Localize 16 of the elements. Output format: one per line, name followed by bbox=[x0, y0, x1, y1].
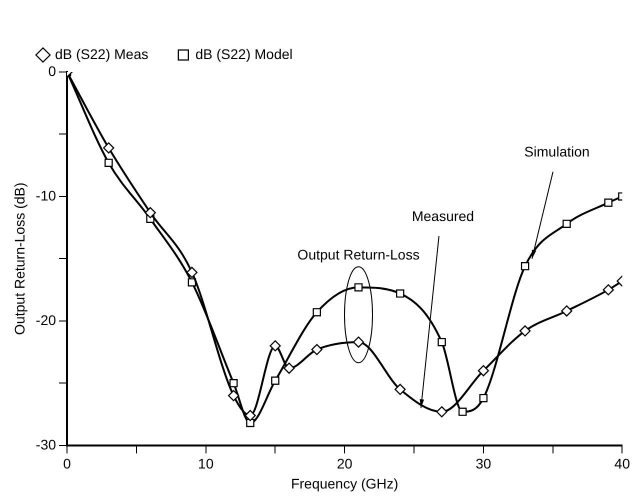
x-tick-label: 0 bbox=[63, 456, 72, 472]
annotation: Measured bbox=[412, 208, 474, 224]
y-tick-label: -20 bbox=[36, 312, 56, 328]
x-axis-title: Frequency (GHz) bbox=[290, 475, 398, 492]
legend-label: dB (S22) Model bbox=[195, 46, 293, 62]
legend-label: dB (S22) Meas bbox=[55, 46, 148, 62]
y-tick-label: -10 bbox=[36, 187, 56, 204]
annotation: Output Return-Loss bbox=[297, 246, 420, 263]
y-tick-label: -30 bbox=[36, 436, 56, 452]
y-axis-title: Output Return-Loss (dB) bbox=[11, 182, 28, 335]
x-tick-label: 30 bbox=[476, 456, 492, 472]
y-tick-label: 0 bbox=[48, 62, 56, 79]
x-tick-label: 10 bbox=[198, 456, 214, 472]
annotation: Simulation bbox=[524, 144, 590, 160]
x-tick-label: 40 bbox=[614, 456, 630, 472]
x-tick-label: 20 bbox=[336, 456, 353, 472]
